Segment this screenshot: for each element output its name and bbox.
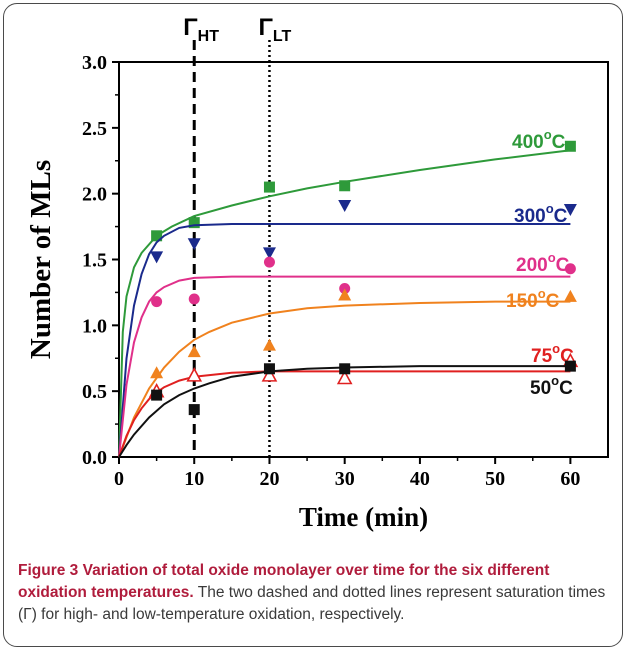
series-label-value: 150 — [506, 291, 538, 312]
gamma-symbol: Γ — [183, 14, 198, 41]
series-label: 400oC — [512, 127, 566, 153]
data-point — [338, 200, 352, 213]
x-tick-label: 20 — [259, 468, 279, 490]
degree-superscript: o — [552, 341, 560, 356]
data-point — [262, 338, 276, 351]
data-point — [151, 296, 163, 308]
data-point — [188, 293, 200, 305]
degree-superscript: o — [538, 286, 546, 301]
series-300: 300oC — [118, 201, 571, 458]
data-point — [339, 282, 351, 294]
gamma-subscript: HT — [198, 28, 220, 45]
data-point — [338, 288, 352, 301]
data-point — [151, 389, 163, 401]
y-tick-label: 1.5 — [82, 250, 107, 272]
data-point — [339, 180, 351, 192]
data-point — [187, 345, 201, 358]
celsius-unit: C — [546, 291, 560, 312]
figure-caption: Figure 3 Variation of total oxide monola… — [18, 560, 614, 626]
series-label-value: 50 — [530, 378, 551, 399]
x-tick-label: 50 — [485, 468, 505, 490]
y-tick-label: 0.5 — [82, 381, 107, 403]
celsius-unit: C — [552, 132, 566, 153]
figure-frame: 0.0 0.5 1.0 1.5 2.0 2.5 3.0 0 10 20 30 40 50 60 Time (… — [3, 3, 623, 647]
y-tick-label: 2.5 — [82, 118, 107, 140]
degree-superscript: o — [548, 250, 556, 265]
data-point — [262, 247, 276, 260]
x-tick-label: 30 — [335, 468, 355, 490]
series-75: 75oC — [118, 341, 574, 458]
series-label: 50oC — [530, 373, 573, 399]
chart: 0.0 0.5 1.0 1.5 2.0 2.5 3.0 0 10 20 30 40 50 60 Time (… — [25, 14, 609, 532]
x-tick-label: 0 — [114, 468, 124, 490]
y-tick-label: 1.0 — [82, 315, 107, 337]
series-label-value: 400 — [512, 132, 544, 153]
y-tick-label: 2.0 — [82, 184, 107, 206]
caption-body: The two dashed and dotted lines represen… — [18, 584, 606, 623]
series-label-value: 300 — [514, 206, 546, 227]
data-point — [339, 363, 351, 375]
gamma-symbol: Γ — [258, 14, 273, 41]
data-point — [261, 367, 278, 382]
fit-curve — [118, 300, 571, 458]
data-point — [263, 181, 275, 193]
data-point — [188, 404, 200, 416]
x-axis-label: Time (min) — [299, 502, 428, 532]
data-point — [336, 369, 353, 385]
degree-superscript: o — [544, 127, 552, 142]
caption-title: Figure 3 Variation of total oxide monola… — [18, 562, 550, 601]
degree-superscript: o — [546, 201, 554, 216]
fit-curve — [118, 149, 571, 458]
y-tick-label: 0.0 — [82, 447, 107, 469]
saturation-time-label: ΓHT — [183, 14, 219, 45]
celsius-unit: C — [559, 378, 573, 399]
fit-curve — [118, 275, 571, 458]
data-point — [150, 251, 164, 264]
series-label-value: 200 — [516, 255, 548, 276]
fit-curve — [118, 365, 571, 458]
data-point — [564, 263, 576, 275]
x-tick-label: 40 — [410, 468, 430, 490]
fit-curve — [118, 223, 571, 458]
fit-curve — [118, 370, 571, 458]
series-label-value: 75 — [531, 346, 553, 367]
series-label: 150oC — [506, 286, 560, 312]
data-point — [150, 366, 164, 379]
data-point — [187, 238, 201, 251]
series-label: 300oC — [514, 201, 568, 227]
x-tick-label: 10 — [184, 468, 204, 490]
series-150: 150oC — [118, 286, 571, 458]
x-tick-label: 60 — [560, 468, 580, 490]
data-point — [564, 140, 576, 152]
data-point — [151, 230, 163, 242]
data-point — [563, 289, 577, 302]
saturation-time-label: ΓLT — [258, 14, 291, 45]
data-point — [263, 363, 275, 375]
data-point — [564, 360, 576, 372]
data-point — [563, 203, 577, 216]
degree-superscript: o — [551, 373, 559, 388]
gamma-subscript: LT — [273, 28, 292, 45]
series-400: 400oC — [118, 127, 571, 458]
data-point — [186, 367, 203, 382]
series-label: 200oC — [516, 250, 570, 276]
series-200: 200oC — [118, 250, 571, 458]
celsius-unit: C — [554, 206, 568, 227]
data-point — [263, 256, 275, 268]
series-50: 50oC — [118, 365, 573, 458]
y-axis-label: Number of MLs — [25, 160, 57, 359]
y-tick-label: 3.0 — [82, 52, 107, 74]
data-point — [188, 217, 200, 229]
